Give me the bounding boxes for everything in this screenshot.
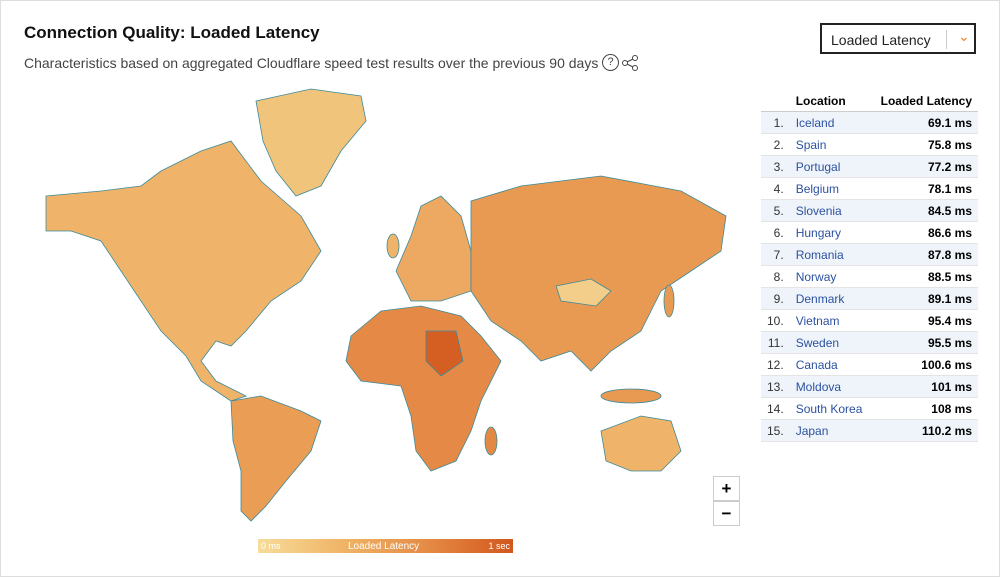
table-row: 15. Japan 110.2 ms [761,419,978,442]
rank: 3. [761,155,790,178]
rank: 8. [761,265,790,288]
rank: 2. [761,133,790,156]
legend-min: 0 ms [261,541,281,551]
table-row: 2. Spain 75.8 ms [761,133,978,156]
latency: 89.1 ms [871,287,978,310]
rank: 10. [761,309,790,332]
table-row: 6. Hungary 86.6 ms [761,221,978,244]
asia [470,175,727,372]
latency: 78.1 ms [871,177,978,200]
south-america [230,395,322,522]
latency: 77.2 ms [871,155,978,178]
share-icon[interactable] [622,55,638,71]
japan [663,284,675,318]
latency: 95.5 ms [871,331,978,354]
uk [386,233,400,259]
location[interactable]: Slovenia [789,199,872,222]
indonesia [600,388,662,404]
madagascar [484,426,498,456]
legend: 0 ms Loaded Latency 1 sec [258,539,513,553]
africa [345,305,502,472]
location[interactable]: Japan [789,419,872,442]
column-header: Location [789,91,872,112]
table-row: 14. South Korea 108 ms [761,397,978,420]
australia [600,415,682,472]
mongolia [555,278,612,307]
rank: 15. [761,419,790,442]
zoom-in[interactable]: + [713,476,740,501]
location[interactable]: Sweden [789,331,872,354]
rank: 12. [761,353,790,376]
europe [395,195,472,302]
latency: 108 ms [871,397,978,420]
location[interactable]: Hungary [789,221,872,244]
rank: 4. [761,177,790,200]
latency: 95.4 ms [871,309,978,332]
latency: 84.5 ms [871,199,978,222]
title: Connection Quality: Loaded Latency [24,23,320,42]
rank: 5. [761,199,790,222]
table-row: 3. Portugal 77.2 ms [761,155,978,178]
table-row: 8. Norway 88.5 ms [761,265,978,288]
location[interactable]: Moldova [789,375,872,398]
location[interactable]: Iceland [789,111,872,134]
zoom-out[interactable]: − [713,501,740,526]
north-america [45,140,322,402]
map [45,88,727,522]
table-row: 4. Belgium 78.1 ms [761,177,978,200]
latency: 101 ms [871,375,978,398]
latency: 87.8 ms [871,243,978,266]
latency: 86.6 ms [871,221,978,244]
rank: 6. [761,221,790,244]
location[interactable]: South Korea [789,397,872,420]
table-row: 5. Slovenia 84.5 ms [761,199,978,222]
ranking-table: Location Loaded Latency 1. Iceland 69.1 ms 2.… [761,91,978,442]
table-row: 1. Iceland 69.1 ms [761,111,978,134]
latency: 69.1 ms [871,111,978,134]
latency: 75.8 ms [871,133,978,156]
latency: 100.6 ms [871,353,978,376]
location[interactable]: Vietnam [789,309,872,332]
location[interactable]: Denmark [789,287,872,310]
dropdown-label: Loaded Latency [831,32,931,48]
latency: 88.5 ms [871,265,978,288]
subtitle: Characteristics based on aggregated Clou… [24,55,599,71]
table-row: 9. Denmark 89.1 ms [761,287,978,310]
location[interactable]: Portugal [789,155,872,178]
rank: 11. [761,331,790,354]
location[interactable]: Belgium [789,177,872,200]
legend-title: Loaded Latency [348,541,420,552]
latency: 110.2 ms [871,419,978,442]
table-row: 11. Sweden 95.5 ms [761,331,978,354]
sudan [425,330,464,377]
dropdown[interactable]: Loaded Latency ⌄ [820,23,976,54]
greenland [255,88,367,197]
rank: 1. [761,111,790,134]
column-header: Loaded Latency [871,91,978,112]
help-icon[interactable]: ? [602,54,619,71]
rank: 9. [761,287,790,310]
rank: 14. [761,397,790,420]
rank: 13. [761,375,790,398]
table-row: 13. Moldova 101 ms [761,375,978,398]
location[interactable]: Romania [789,243,872,266]
table-row: 12. Canada 100.6 ms [761,353,978,376]
location[interactable]: Canada [789,353,872,376]
rank: 7. [761,243,790,266]
table-row: 10. Vietnam 95.4 ms [761,309,978,332]
location[interactable]: Spain [789,133,872,156]
location[interactable]: Norway [789,265,872,288]
table-row: 7. Romania 87.8 ms [761,243,978,266]
legend-max: 1 sec [488,541,510,551]
